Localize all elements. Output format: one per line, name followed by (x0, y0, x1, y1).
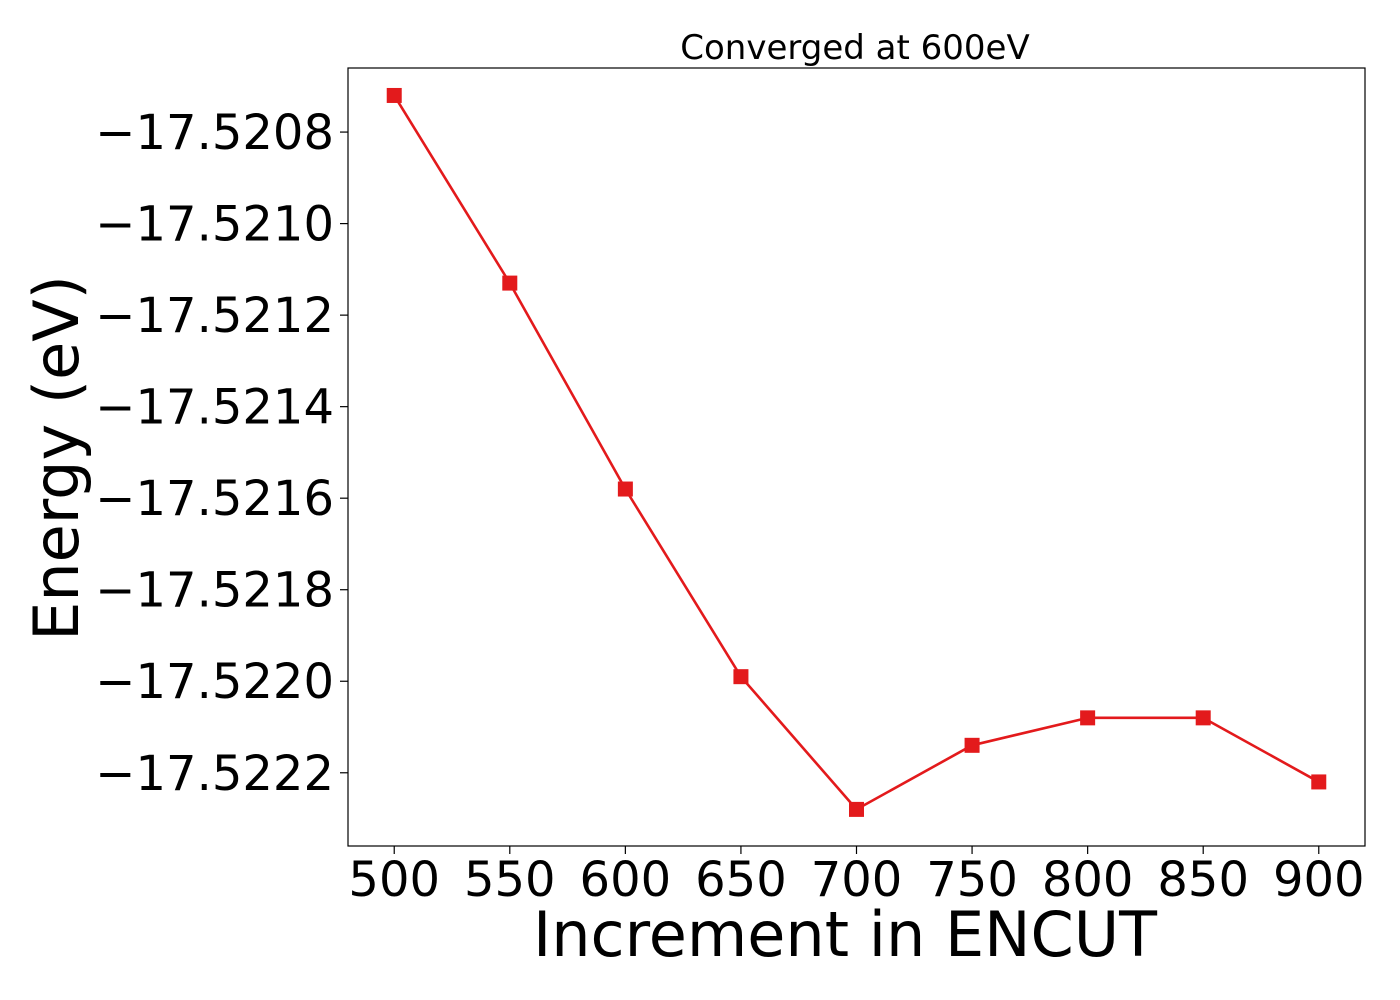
x-tick-label: 500 (348, 852, 440, 908)
data-point (1195, 710, 1211, 726)
data-point (733, 669, 749, 685)
x-tick-label: 600 (580, 852, 672, 908)
data-point (964, 737, 980, 753)
data-point (849, 801, 864, 817)
y-tick-label: −17.5220 (95, 654, 334, 710)
y-tick-label: −17.5222 (95, 746, 334, 802)
x-tick-label: 900 (1273, 852, 1365, 908)
data-point (617, 481, 633, 497)
x-tick-label: 850 (1157, 852, 1249, 908)
data-point (502, 275, 518, 291)
y-axis-label: Energy (eV) (20, 275, 93, 641)
chart-title: Converged at 600eV (680, 28, 1029, 68)
data-point (386, 87, 402, 103)
data-point (1311, 774, 1327, 790)
y-axis-ticks: −17.5208 −17.5210 −17.5212 −17.5214 −17.5216… (95, 105, 348, 802)
x-tick-label: 650 (695, 852, 787, 908)
x-axis-label: Increment in ENCUT (533, 898, 1158, 971)
y-tick-label: −17.5210 (95, 197, 334, 253)
x-tick-label: 700 (811, 852, 903, 908)
y-tick-label: −17.5214 (95, 380, 334, 436)
x-tick-label: 800 (1042, 852, 1134, 908)
x-axis-ticks: 500 550 600 650 700 750 800 850 900 (348, 846, 1365, 908)
x-tick-label: 750 (926, 852, 1018, 908)
y-tick-label: −17.5218 (95, 563, 334, 619)
data-point (1080, 710, 1096, 726)
y-tick-label: −17.5208 (95, 105, 334, 161)
y-tick-label: −17.5216 (95, 471, 334, 527)
plot-area (386, 87, 1327, 817)
x-tick-label: 550 (464, 852, 556, 908)
y-tick-label: −17.5212 (95, 288, 334, 344)
